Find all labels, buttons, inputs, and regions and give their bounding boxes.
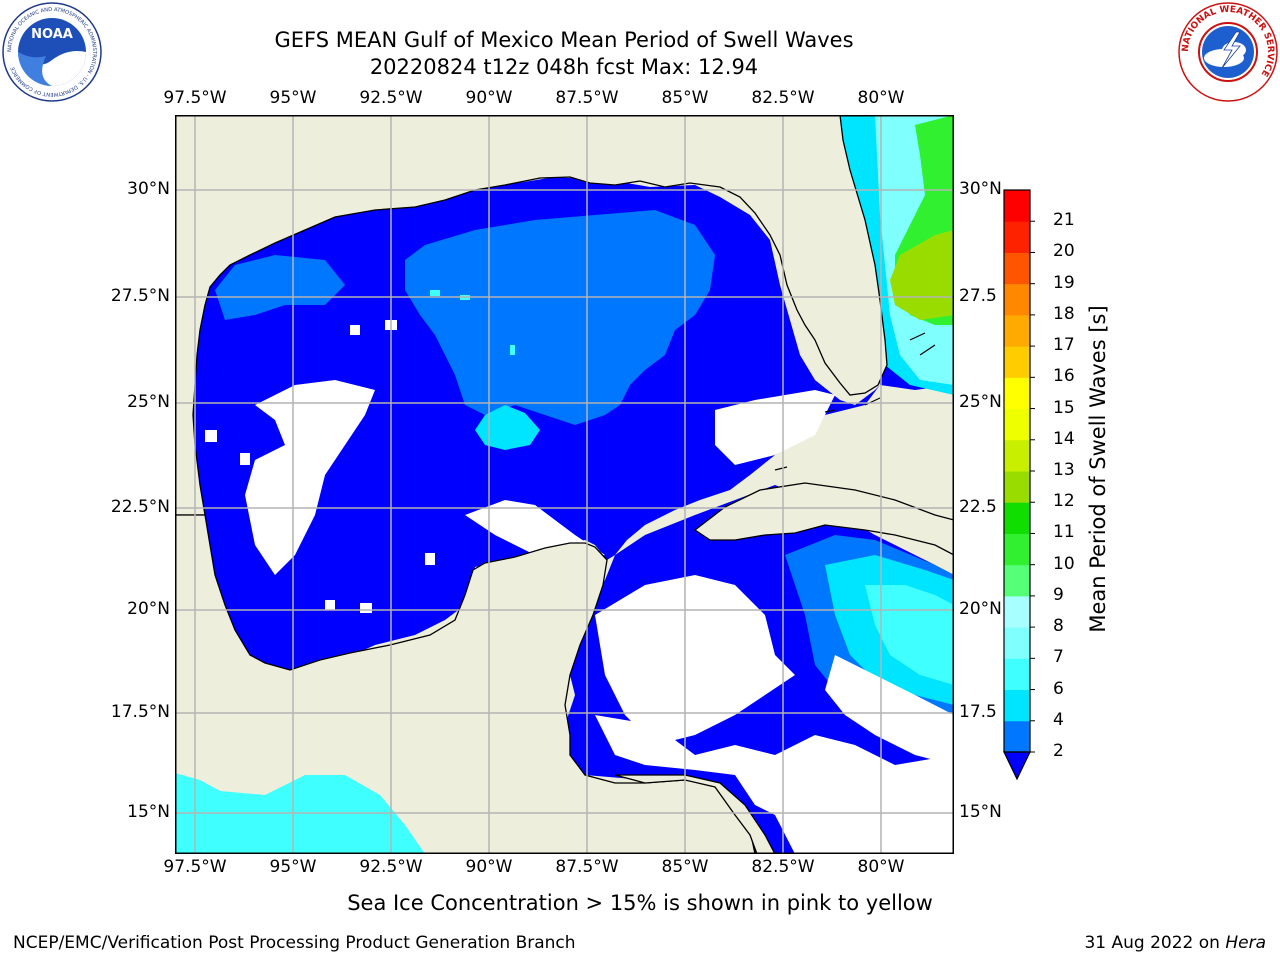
colorbar-segment [1004,595,1030,628]
colorbar-segment [1004,471,1030,503]
lat-tick-right: 15°N [959,802,1002,822]
swell-2-4s-region [405,210,715,425]
no-data-patch-caribbean-central [595,575,795,745]
no-data-patch-florida-strait [715,390,835,465]
cuba-land [693,482,954,556]
colorbar-under-arrow [1003,751,1031,781]
colorbar-segment [1004,439,1030,472]
colorbar-label: 6 [1053,678,1064,699]
swell-4-6s-core [475,405,540,450]
colorbar-segment [1004,314,1030,347]
lat-tick-right: 22.5 [959,497,997,517]
graticule [175,115,954,854]
footer-date: 31 Aug 2022 on Hera [1084,933,1266,953]
lon-tick-top: 82.5°W [751,88,815,108]
colorbar-label: 20 [1053,241,1075,262]
colorbar-segment [1004,502,1030,534]
colorbar-label: 13 [1053,460,1075,480]
lon-tick-bottom: 82.5°W [751,857,815,877]
lon-tick-top: 92.5°W [359,88,423,108]
lat-tick-right: 20°N [959,599,1002,619]
lat-tick-right: 17.5 [959,702,997,722]
colorbar [1003,189,1035,781]
colorbar-label: 12 [1053,491,1075,512]
svg-text:NOAA: NOAA [31,27,73,42]
sea-ice-note: Sea Ice Concentration > 15% is shown in … [347,891,933,915]
colorbar-segment [1004,533,1030,566]
lat-tick-left: 20°N [127,599,170,619]
colorbar-segment [1004,377,1030,410]
lat-tick-right: 30°N [959,179,1002,199]
colorbar-label: 14 [1053,428,1075,449]
colorbar-label: 8 [1053,616,1064,637]
lon-tick-top: 97.5°W [163,88,227,108]
colorbar-title: Mean Period of Swell Waves [s] [1086,305,1110,633]
footer-branch: NCEP/EMC/Verification Post Processing Pr… [13,933,576,953]
nws-logo: NATIONAL WEATHER SERVICE [1178,2,1278,102]
lon-tick-top: 85°W [661,88,709,108]
swell-period-map [175,115,954,854]
noaa-logo: NATIONAL OCEANIC AND ATMOSPHERIC ADMINIS… [2,2,102,102]
colorbar-label: 9 [1053,584,1064,605]
colorbar-segment [1004,658,1030,691]
lon-tick-top: 90°W [465,88,513,108]
footer-host: Hera [1225,933,1266,953]
colorbar-segment [1004,408,1030,441]
colorbar-segment [1004,221,1030,253]
colorbar-segment [1004,627,1030,659]
lon-tick-bottom: 92.5°W [359,857,423,877]
colorbar-label: 2 [1053,741,1064,761]
lat-tick-right: 25°N [959,392,1002,412]
lon-tick-bottom: 80°W [857,857,905,877]
lat-tick-left: 30°N [127,179,170,199]
no-data-patch-caribbean-east [825,655,954,765]
lat-tick-left: 17.5°N [110,702,170,722]
lon-tick-top: 95°W [269,88,317,108]
lon-tick-bottom: 85°W [661,857,709,877]
lon-tick-bottom: 97.5°W [163,857,227,877]
colorbar-segment [1004,689,1030,722]
honduras-coast-land [614,774,954,854]
lon-tick-bottom: 90°W [465,857,513,877]
colorbar-label: 7 [1053,647,1064,668]
us-gulf-coast-land [175,115,888,516]
colorbar-segment [1004,346,1030,378]
colorbar-segment [1004,252,1030,285]
colorbar-label: 11 [1053,522,1075,543]
lon-tick-bottom: 95°W [269,857,317,877]
lat-tick-left: 25°N [127,392,170,412]
lon-tick-top: 80°W [857,88,905,108]
lat-tick-left: 22.5°N [110,497,170,517]
colorbar-label: 16 [1053,366,1075,387]
colorbar-segment [1004,720,1030,753]
colorbar-label: 18 [1053,303,1075,324]
bahamas-islands [774,332,936,471]
swell-2-4s-west [215,255,345,320]
lon-tick-top: 87.5°W [555,88,619,108]
colorbar-label: 21 [1053,210,1075,231]
map-subtitle: 20220824 t12z 048h fcst Max: 12.94 [369,55,759,79]
colorbar-label: 4 [1053,709,1064,730]
lat-tick-left: 27.5°N [110,286,170,306]
footer-date-text: 31 Aug 2022 on [1084,933,1226,953]
colorbar-segment [1004,190,1030,222]
colorbar-segment [1004,283,1030,316]
colorbar-label: 19 [1053,272,1075,293]
no-data-patch-west [245,380,375,575]
map-title: GEFS MEAN Gulf of Mexico Mean Period of … [274,28,854,52]
colorbar-segment [1004,564,1030,597]
lat-tick-left: 15°N [127,802,170,822]
colorbar-label: 10 [1053,553,1075,574]
colorbar-label: 17 [1053,335,1075,356]
lat-tick-right: 27.5 [959,286,997,306]
colorbar-label: 15 [1053,397,1075,418]
lon-tick-bottom: 87.5°W [555,857,619,877]
